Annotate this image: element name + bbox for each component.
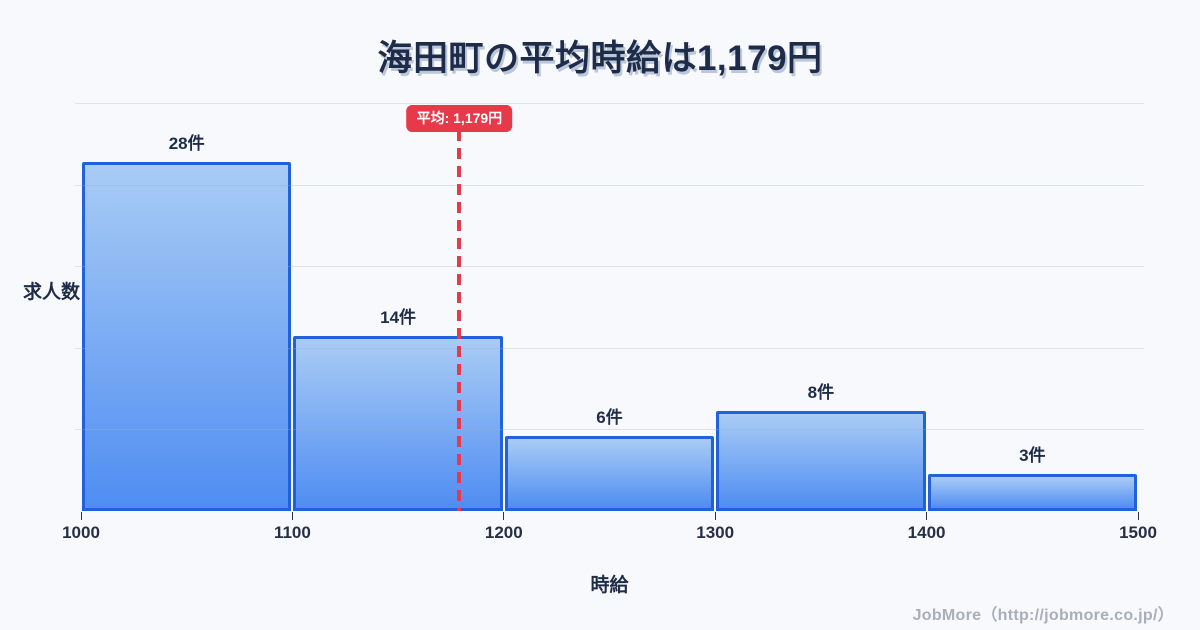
x-tick-mark bbox=[1137, 512, 1139, 520]
bar-value-label: 6件 bbox=[596, 408, 623, 428]
histogram-bar bbox=[927, 473, 1137, 511]
page-title: 海田町の平均時給は1,179円 bbox=[377, 39, 823, 78]
x-tick-label: 1100 bbox=[273, 523, 311, 542]
bar-value-label: 14件 bbox=[380, 308, 417, 328]
x-tick-label: 1400 bbox=[907, 523, 946, 542]
bar-value-label: 8件 bbox=[807, 383, 835, 403]
histogram-bar bbox=[504, 436, 715, 511]
plot-area: 28件 14件 6件 8件 3件 1000 1100 1200 1300 1400 1500 平均: … bbox=[62, 103, 1157, 542]
x-tick-mark bbox=[80, 512, 82, 520]
histogram-bar bbox=[716, 411, 926, 511]
mean-badge: 平均: 1,179円 bbox=[406, 105, 513, 132]
histogram-bar bbox=[82, 161, 292, 511]
x-axis-label: 時給 bbox=[590, 575, 629, 596]
mean-line bbox=[457, 130, 462, 511]
gridline bbox=[75, 266, 1144, 268]
bar-value-label: 3件 bbox=[1019, 445, 1046, 465]
x-tick-label: 1300 bbox=[696, 523, 735, 542]
x-tick-label: 1200 bbox=[484, 523, 523, 542]
gridline bbox=[75, 184, 1144, 186]
gridline bbox=[75, 103, 1144, 104]
x-tick-label: 1000 bbox=[62, 523, 100, 542]
histogram-bar bbox=[293, 336, 503, 511]
x-tick-mark bbox=[714, 512, 716, 520]
gridline bbox=[75, 429, 1144, 431]
y-axis-label: 求人数 bbox=[22, 282, 80, 303]
footer-credit: JobMore（http://jobmore.co.jp/） bbox=[912, 607, 1174, 624]
x-tick-mark bbox=[503, 512, 505, 520]
gridline bbox=[75, 347, 1144, 349]
x-tick-label: 1500 bbox=[1119, 523, 1157, 542]
bar-value-label: 28件 bbox=[168, 133, 205, 153]
x-tick-mark bbox=[291, 512, 293, 520]
x-tick-mark bbox=[926, 512, 928, 520]
